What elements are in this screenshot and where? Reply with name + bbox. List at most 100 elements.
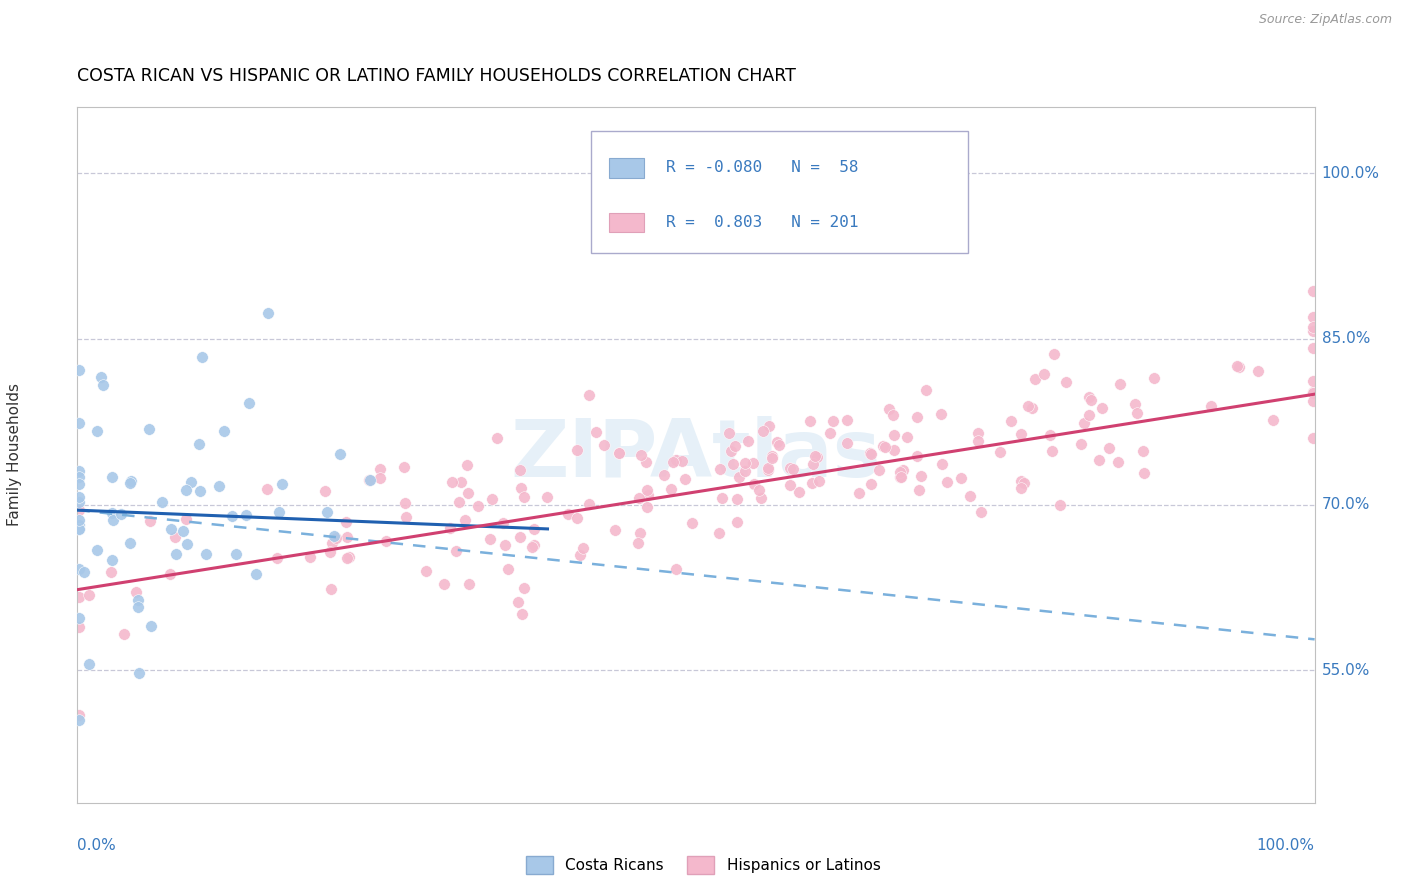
Text: Family Households: Family Households [7, 384, 21, 526]
Point [191, 350, 214, 364]
Point [889, 470, 911, 484]
Point [636, 483, 658, 498]
Point [806, 450, 828, 464]
Point [890, 470, 912, 484]
Point [910, 469, 932, 483]
Point [67, 518, 90, 533]
Point [336, 531, 359, 545]
Point [1199, 399, 1222, 413]
Point [513, 490, 536, 504]
Point [1302, 341, 1324, 355]
Point [628, 491, 651, 505]
Point [172, 524, 194, 538]
Text: Source: ZipAtlas.com: Source: ZipAtlas.com [1258, 13, 1392, 27]
Point [67, 713, 90, 727]
Point [1109, 376, 1132, 391]
Point [415, 564, 437, 578]
Point [801, 476, 824, 491]
Point [486, 431, 509, 445]
Point [329, 446, 352, 460]
Point [101, 470, 124, 484]
Point [523, 522, 546, 536]
Point [159, 567, 181, 582]
Point [238, 396, 260, 410]
Point [578, 497, 600, 511]
Point [337, 550, 360, 565]
Point [67, 707, 90, 722]
Point [467, 499, 489, 513]
Point [160, 522, 183, 536]
Point [112, 626, 135, 640]
Point [565, 443, 588, 458]
Point [506, 594, 529, 608]
Point [394, 459, 416, 474]
Point [67, 562, 90, 576]
Point [439, 521, 461, 535]
Point [1302, 431, 1324, 445]
Point [636, 455, 658, 469]
Point [572, 541, 595, 556]
Point [873, 440, 896, 454]
Point [235, 508, 257, 522]
Point [789, 485, 811, 500]
Point [165, 547, 187, 561]
Point [665, 453, 688, 467]
Text: R = -0.080   N =  58: R = -0.080 N = 58 [666, 161, 859, 176]
Point [359, 473, 381, 487]
Text: COSTA RICAN VS HISPANIC OR LATINO FAMILY HOUSEHOLDS CORRELATION CHART: COSTA RICAN VS HISPANIC OR LATINO FAMILY… [77, 67, 796, 85]
Point [1098, 441, 1121, 455]
Point [101, 513, 124, 527]
Point [654, 468, 676, 483]
Point [375, 534, 398, 549]
Point [893, 463, 915, 477]
Point [752, 424, 775, 438]
Point [67, 416, 90, 430]
Point [1049, 498, 1071, 512]
Point [496, 562, 519, 576]
Point [1078, 408, 1101, 422]
Point [671, 454, 693, 468]
Point [990, 445, 1012, 459]
Point [325, 531, 347, 545]
Point [1088, 452, 1111, 467]
FancyBboxPatch shape [591, 131, 969, 253]
Point [807, 475, 830, 489]
Point [139, 619, 162, 633]
Point [67, 590, 90, 604]
Point [86, 424, 108, 438]
Point [67, 464, 90, 478]
Point [931, 457, 953, 471]
Point [174, 483, 197, 497]
Point [734, 464, 756, 478]
Point [799, 414, 821, 428]
Point [1000, 413, 1022, 427]
Point [124, 584, 146, 599]
Point [707, 525, 730, 540]
Point [152, 495, 174, 509]
Point [725, 515, 748, 529]
Point [298, 550, 321, 565]
Point [77, 589, 100, 603]
Point [751, 491, 773, 505]
Point [67, 611, 90, 625]
Point [127, 600, 149, 615]
Point [449, 495, 471, 509]
Point [127, 593, 149, 607]
Point [319, 582, 342, 596]
Point [433, 576, 456, 591]
Point [801, 457, 824, 471]
Point [883, 428, 905, 442]
Point [245, 566, 267, 581]
Point [454, 513, 477, 527]
Point [711, 491, 734, 505]
Point [90, 370, 112, 384]
Point [174, 512, 197, 526]
Point [479, 532, 502, 546]
Point [456, 458, 478, 472]
Point [1123, 397, 1146, 411]
Point [717, 425, 740, 440]
Point [1010, 474, 1032, 488]
Point [67, 363, 90, 377]
Point [509, 481, 531, 495]
Point [523, 538, 546, 552]
